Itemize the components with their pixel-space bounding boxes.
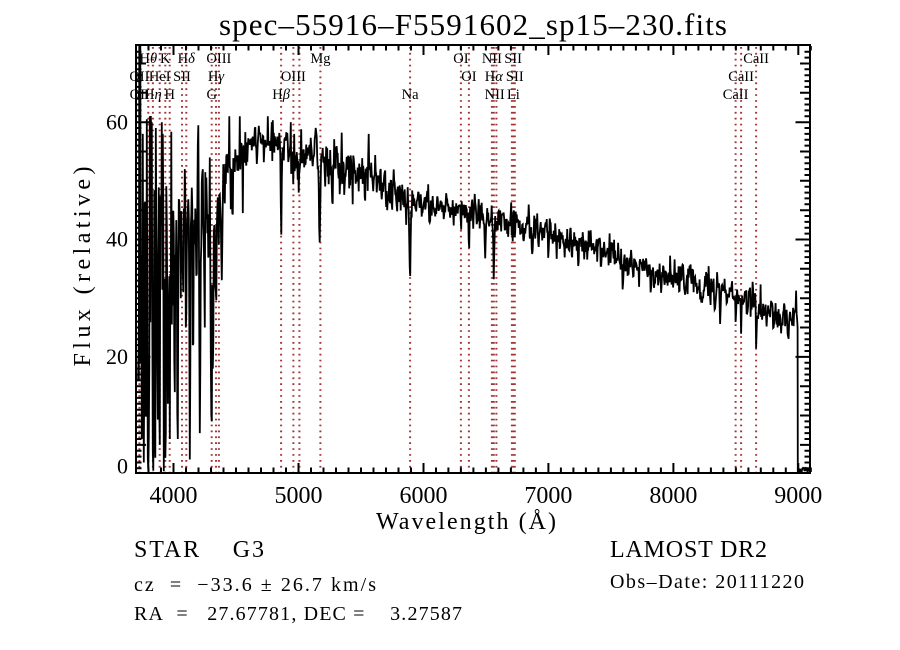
svg-text:RA = 27.67781, DEC = 3.2: RA = 27.67781, DEC = 3.27587 <box>134 603 462 625</box>
svg-text:20: 20 <box>106 344 128 369</box>
svg-text:Na: Na <box>402 87 419 103</box>
svg-text:G: G <box>206 87 217 103</box>
svg-text:cz = −33.6 ± 26.7 km/s: cz = −33.6 ± 26.7 km/s <box>134 574 376 596</box>
svg-text:HeI: HeI <box>149 69 171 85</box>
svg-text:CaII: CaII <box>743 51 769 67</box>
svg-text:Flux (relative): Flux (relative) <box>70 167 96 367</box>
svg-text:H: H <box>164 87 175 103</box>
svg-text:60: 60 <box>106 109 128 134</box>
svg-text:K: K <box>160 51 171 67</box>
svg-text:Li: Li <box>507 87 520 103</box>
svg-text:SII: SII <box>504 51 522 67</box>
svg-text:OI: OI <box>453 51 468 67</box>
svg-text:CaII: CaII <box>723 87 749 103</box>
svg-text:STAR G3: STAR G3 <box>134 537 264 563</box>
svg-text:Hθ: Hθ <box>139 51 157 67</box>
svg-text:4000: 4000 <box>150 483 198 509</box>
svg-text:OIII: OIII <box>206 51 231 67</box>
svg-text:Wavelength (Å): Wavelength (Å) <box>376 509 556 535</box>
svg-text:OI: OI <box>461 69 476 85</box>
svg-text:Hη: Hη <box>144 87 162 103</box>
svg-text:SII: SII <box>173 69 191 85</box>
svg-text:OII: OII <box>130 87 150 103</box>
svg-text:Hβ: Hβ <box>272 87 290 103</box>
svg-text:5000: 5000 <box>275 483 323 509</box>
svg-text:7000: 7000 <box>524 483 572 509</box>
svg-text:Hα: Hα <box>485 69 503 85</box>
svg-text:OII: OII <box>129 69 149 85</box>
svg-text:6000: 6000 <box>400 483 448 509</box>
svg-text:NII: NII <box>485 87 505 103</box>
svg-text:Mg: Mg <box>310 51 330 67</box>
svg-text:40: 40 <box>106 227 128 252</box>
svg-text:Hδ: Hδ <box>178 51 195 67</box>
svg-text:0: 0 <box>117 454 128 479</box>
svg-text:8000: 8000 <box>649 483 697 509</box>
svg-text:Obs–Date: 20111220: Obs–Date: 20111220 <box>610 571 804 593</box>
svg-text:Hγ: Hγ <box>208 69 225 85</box>
svg-text:SII: SII <box>506 69 524 85</box>
svg-text:NII: NII <box>482 51 502 67</box>
svg-text:CaII: CaII <box>728 69 754 85</box>
svg-text:9000: 9000 <box>774 483 822 509</box>
svg-text:LAMOST DR2: LAMOST DR2 <box>610 537 767 563</box>
svg-text:spec–55916–F5591602_sp15–230.f: spec–55916–F5591602_sp15–230.fits <box>219 7 727 42</box>
svg-text:OIII: OIII <box>281 69 306 85</box>
